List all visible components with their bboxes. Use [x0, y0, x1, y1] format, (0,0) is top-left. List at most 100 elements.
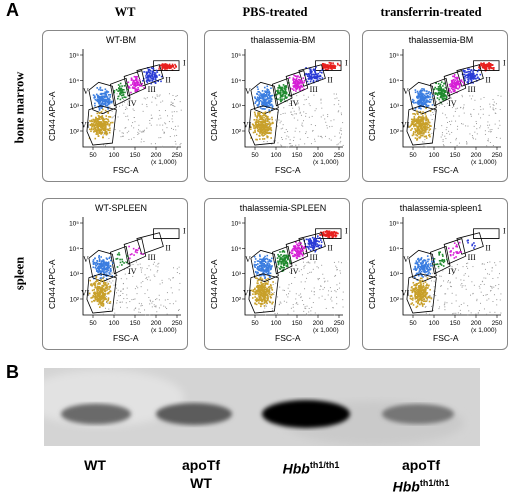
event-dot-gate-vi: [259, 115, 261, 117]
event-dot-gate-vi: [100, 303, 102, 305]
event-dot-gate-vi: [98, 293, 101, 295]
event-dot-gate-vi: [260, 281, 262, 284]
event-dot: [444, 106, 446, 108]
event-dot-gate-iv: [275, 90, 278, 92]
event-dot: [312, 302, 314, 304]
event-dot-gate-vi: [271, 116, 273, 119]
event-dot-gate-iii: [303, 81, 305, 84]
event-dot-gate-iv: [280, 256, 282, 259]
event-dot-gate-v: [92, 263, 95, 266]
event-dot-gate-vi: [264, 300, 267, 302]
event-dot-gate-v: [419, 93, 421, 96]
event-dot-gate-iv: [437, 92, 440, 94]
event-dot: [338, 261, 340, 263]
event-dot-gate-iv: [282, 264, 285, 267]
event-dot-gate-iv: [285, 91, 288, 94]
event-dot-gate-iv: [121, 85, 123, 87]
event-dot: [470, 294, 472, 296]
event-dot-gate-vi: [101, 132, 103, 134]
event-dot-gate-v: [424, 97, 427, 100]
event-dot-gate-vi: [102, 289, 104, 292]
event-dot-gate-vi: [416, 139, 418, 141]
event-dot-gate-v: [271, 94, 274, 97]
event-dot: [307, 96, 309, 98]
event-dot-gate-i: [324, 234, 326, 236]
event-dot: [489, 311, 491, 313]
event-dot: [178, 266, 180, 268]
event-dot-gate-vi: [420, 125, 423, 127]
event-dot-gate-vi: [103, 127, 106, 129]
event-dot-gate-v: [429, 98, 431, 101]
event-dot: [300, 297, 302, 299]
event-dot: [133, 298, 135, 300]
event-dot-gate-vi: [257, 112, 259, 114]
event-dot-gate-iv: [277, 98, 279, 101]
event-dot-gate-vi: [257, 288, 259, 290]
event-dot-gate-vi: [254, 288, 256, 291]
event-dot: [486, 313, 488, 315]
event-dot-gate-v: [106, 262, 109, 264]
event-dot-gate-v: [254, 261, 256, 263]
event-dot-gate-vi: [256, 127, 259, 130]
event-dot-gate-iv: [116, 266, 119, 268]
event-dot-gate-ii: [467, 76, 470, 78]
event-dot-gate-v: [415, 272, 418, 275]
event-dot-gate-iii: [296, 250, 299, 252]
event-dot: [446, 121, 448, 123]
event-dot-gate-v: [92, 94, 95, 96]
event-dot: [120, 294, 122, 296]
event-dot: [158, 294, 160, 296]
event-dot-gate-vi: [109, 285, 111, 288]
event-dot-gate-v: [414, 91, 417, 94]
event-dot-gate-vi: [264, 296, 266, 299]
event-dot-gate-iv: [439, 85, 441, 88]
event-dot-gate-iii: [138, 78, 141, 81]
event-dot-gate-i: [488, 67, 490, 69]
event-dot: [494, 311, 496, 313]
event-dot: [174, 99, 176, 101]
event-dot: [300, 293, 302, 295]
event-dot-gate-ii: [466, 74, 469, 77]
event-dot-gate-iv: [442, 92, 445, 95]
event-dot-gate-iii: [449, 89, 451, 92]
event-dot: [159, 124, 161, 126]
event-dot-gate-vi: [102, 122, 105, 125]
event-dot-gate-ii: [315, 249, 317, 252]
event-dot-gate-ii: [310, 243, 312, 246]
event-dot-gate-iii: [459, 251, 461, 253]
event-dot-gate-v: [414, 101, 417, 104]
event-dot: [304, 288, 306, 290]
event-dot: [173, 105, 175, 107]
event-dot: [336, 97, 338, 99]
event-dot-gate-v: [101, 102, 104, 105]
event-dot-gate-v: [422, 93, 425, 95]
event-dot: [114, 115, 116, 117]
event-dot-gate-v: [253, 263, 256, 266]
event-dot-gate-v: [103, 265, 106, 268]
event-dot-gate-v: [109, 270, 112, 273]
event-dot-gate-vi: [96, 122, 98, 125]
event-dot-gate-v: [105, 268, 108, 270]
event-dot: [290, 307, 292, 309]
event-dot-gate-v: [267, 105, 270, 107]
event-dot-gate-vi: [96, 126, 98, 128]
event-dot: [456, 144, 458, 146]
event-dot: [487, 138, 489, 140]
event-dot-gate-vi: [101, 123, 103, 126]
event-dot-gate-iv: [443, 82, 445, 85]
event-dot-gate-i: [167, 67, 169, 69]
event-dot: [489, 106, 491, 108]
event-dot-gate-vi: [102, 279, 104, 282]
event-dot: [148, 265, 150, 267]
event-dot-gate-v: [98, 256, 100, 259]
event-dot: [174, 140, 176, 142]
event-dot-gate-iii: [296, 253, 299, 256]
event-dot: [309, 297, 311, 299]
event-dot-gate-ii: [313, 75, 315, 78]
event-dot-gate-vi: [108, 124, 111, 127]
event-dot-gate-iv: [118, 87, 120, 89]
event-dot-gate-v: [264, 96, 266, 98]
event-dot: [150, 143, 152, 145]
event-dot-gate-vi: [415, 122, 417, 125]
event-dot: [330, 298, 332, 300]
